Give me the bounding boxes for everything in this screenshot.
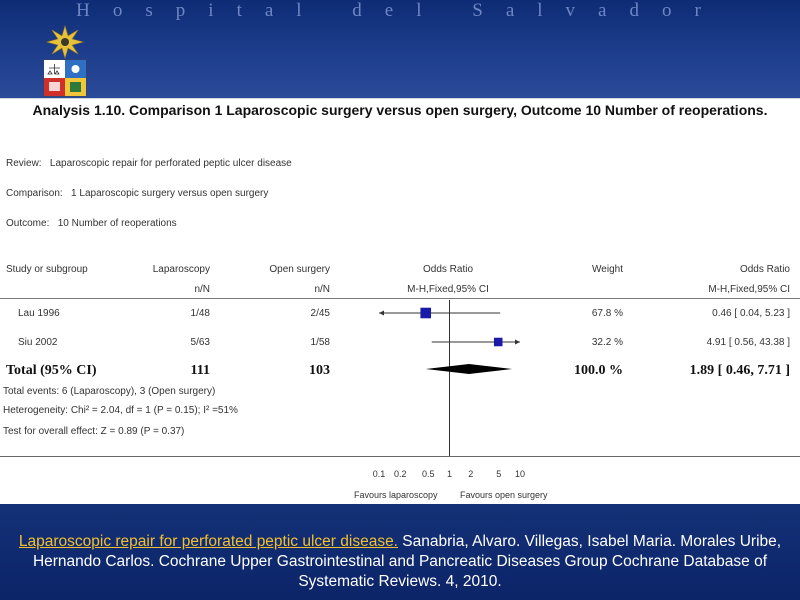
study-weight: 67.8 % — [591, 308, 623, 319]
study-name: Lau 1996 — [18, 308, 60, 319]
citation-link[interactable]: Laparoscopic repair for perforated pepti… — [18, 533, 398, 550]
footer-divider — [0, 456, 800, 457]
study-laparoscopy: 1/48 — [190, 308, 210, 319]
col-weight-header: Weight — [592, 264, 623, 275]
favours-left-label: Favours laparoscopy — [354, 490, 438, 500]
forest-plot-panel — [0, 98, 800, 505]
study-ci-text: 0.46 [ 0.04, 5.23 ] — [712, 308, 790, 319]
outcome-value: 10 Number of reoperations — [57, 218, 177, 229]
ci-arrow-left — [379, 310, 384, 316]
outcome-line: Outcome: 10 Number of reoperations — [6, 218, 177, 230]
analysis-title: Analysis 1.10. Comparison 1 Laparoscopic… — [32, 102, 768, 118]
study-weight: 32.2 % — [591, 337, 623, 348]
axis-tick-label: 10 — [515, 469, 525, 479]
col-study-header: Study or subgroup — [6, 264, 88, 275]
col-odds-ratio-header: Odds Ratio — [422, 264, 474, 275]
study-open: 1/58 — [310, 337, 330, 348]
heterogeneity: Heterogeneity: Chi² = 2.04, df = 1 (P = … — [3, 405, 238, 416]
header-divider — [0, 298, 800, 299]
col-or-ci-sub: M-H,Fixed,95% CI — [708, 284, 790, 295]
axis-tick-label: 0.2 — [394, 469, 407, 479]
comparison-label: Comparison: — [6, 188, 63, 199]
citation-text: Sanabria, Alvaro. Villegas, Isabel Maria… — [32, 533, 782, 590]
pooled-estimate-diamond — [425, 364, 513, 374]
col-open-header: Open surgery — [269, 264, 330, 275]
axis-tick-label: 1 — [447, 469, 452, 479]
comparison-value: 1 Laparoscopic surgery versus open surge… — [71, 188, 269, 199]
outcome-label: Outcome: — [6, 218, 50, 229]
col-laparoscopy-header: Laparoscopy — [152, 264, 210, 275]
citation: Laparoscopic repair for perforated pepti… — [10, 532, 790, 592]
header-banner: Hospital del Salvador — [0, 0, 800, 98]
ci-arrow-right — [515, 339, 520, 345]
point-estimate-square — [420, 307, 432, 319]
favours-right-label: Favours open surgery — [460, 490, 548, 500]
forest-plot: 0.1 0.2 0.5 1 2 5 10 — [373, 300, 525, 479]
total-label: Total (95% CI) — [6, 363, 97, 378]
study-open: 2/45 — [310, 308, 330, 319]
overall-effect: Test for overall effect: Z = 0.89 (P = 0… — [3, 426, 185, 437]
study-laparoscopy: 5/63 — [190, 337, 210, 348]
total-ci-text: 1.89 [ 0.46, 7.71 ] — [689, 363, 790, 378]
study-ci-text: 4.91 [ 0.56, 43.38 ] — [706, 337, 790, 348]
footer-banner — [0, 504, 800, 600]
axis-tick-label: 0.5 — [422, 469, 435, 479]
col-or-ci-header: Odds Ratio — [739, 264, 790, 275]
total-open: 103 — [309, 363, 330, 378]
col-laparoscopy-sub: n/N — [194, 284, 210, 295]
col-odds-ratio-sub: M-H,Fixed,95% CI — [407, 284, 489, 295]
axis-tick-label: 0.1 — [373, 469, 386, 479]
review-value: Laparoscopic repair for perforated pepti… — [49, 158, 292, 169]
total-events: Total events: 6 (Laparoscopy), 3 (Open s… — [3, 386, 216, 397]
hospital-name: Hospital del Salvador — [76, 0, 724, 21]
total-laparoscopy: 111 — [190, 363, 210, 378]
review-line: Review: Laparoscopic repair for perforat… — [6, 158, 292, 170]
axis-tick-label: 2 — [468, 469, 473, 479]
university-crest-icon — [43, 24, 87, 97]
point-estimate-square — [493, 337, 503, 347]
study-name: Siu 2002 — [18, 337, 58, 348]
total-weight: 100.0 % — [574, 363, 623, 378]
col-open-sub: n/N — [314, 284, 330, 295]
axis-tick-label: 5 — [496, 469, 501, 479]
comparison-line: Comparison: 1 Laparoscopic surgery versu… — [6, 188, 268, 200]
review-label: Review: — [6, 158, 42, 169]
